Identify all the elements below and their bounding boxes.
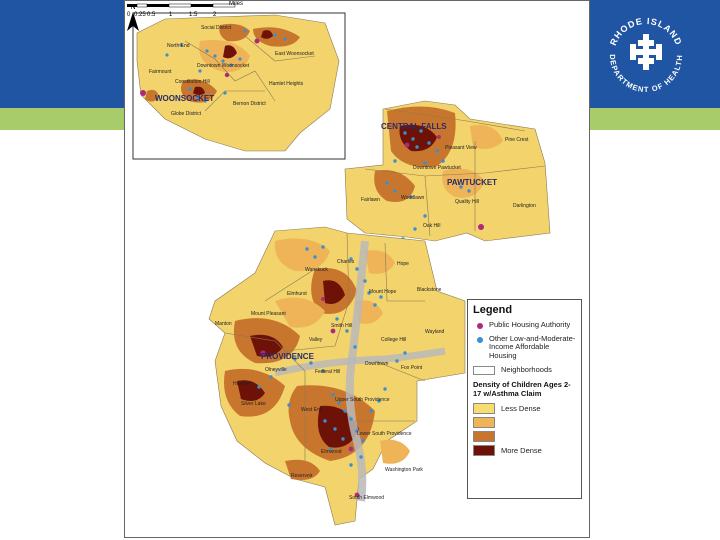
density-level-3: [473, 430, 576, 442]
inset-label-hamlet-heights: Hamlet Heights: [269, 81, 304, 87]
label-darlington: Darlington: [513, 203, 536, 209]
north-arrow-icon: N: [127, 4, 139, 31]
label-washington-park: Washington Park: [385, 467, 423, 473]
scale-tick: 0.5: [147, 12, 156, 18]
inset-city-woonsocket: WOONSOCKET: [155, 94, 214, 103]
label-manton: Manton: [215, 321, 232, 327]
label-valley: Valley: [309, 337, 323, 343]
legend-item-label: Public Housing Authority: [489, 320, 571, 329]
scale-bar: 0 0.25 0.5 1 1.5 2 Miles: [127, 1, 243, 18]
label-mount-hope: Mount Hope: [369, 289, 396, 295]
neighborhood-outline-swatch: [473, 365, 495, 375]
asthma-density-map: North End Social District East Woonsocke…: [124, 0, 590, 538]
label-pine-crest: Pine Crest: [505, 137, 529, 143]
density-level-1: Less Dense: [473, 402, 576, 414]
inset-label-downtown-woonsocket: Downtown Woonsocket: [197, 63, 250, 69]
density-level-2: [473, 416, 576, 428]
density-swatch: [473, 402, 495, 414]
label-lower-south-providence: Lower South Providence: [357, 431, 412, 437]
label-oak-hill: Oak Hill: [423, 223, 441, 229]
scale-tick: 2: [213, 12, 217, 18]
inset-label-globe: Globe District: [171, 111, 202, 117]
label-college-hill: College Hill: [381, 337, 406, 343]
inset-label-fairmount: Fairmount: [149, 69, 172, 75]
legend-item-public-housing: Public Housing Authority: [473, 320, 576, 330]
north-label: N: [130, 4, 135, 11]
city-central-falls: CENTRAL FALLS: [381, 122, 447, 131]
inset-label-bernon: Bernon District: [233, 101, 266, 107]
map-canvas: North End Social District East Woonsocke…: [132, 12, 551, 526]
label-silver-lake: Silver Lake: [241, 401, 266, 407]
label-elmwood: Elmwood: [321, 449, 342, 455]
map-legend: Legend Public Housing Authority Other Lo…: [467, 299, 582, 499]
city-providence: PROVIDENCE: [261, 352, 315, 361]
scale-tick: 1: [169, 12, 173, 18]
density-swatch: [473, 416, 495, 428]
ri-department-of-health-seal-icon: RHODE ISLAND DEPARTMENT OF HEALTH: [608, 16, 683, 94]
label-fairlawn: Fairlawn: [361, 197, 380, 203]
density-label: More Dense: [501, 445, 542, 455]
affordable-housing-dot-icon: [477, 336, 483, 343]
label-south-elmwood: South Elmwood: [349, 495, 384, 501]
legend-item-affordable-housing: Other Low-and-Moderate-Income Affordable…: [473, 333, 576, 361]
label-wayland: Wayland: [425, 329, 444, 335]
label-blackstone: Blackstone: [417, 287, 442, 293]
label-olneyville: Olneyville: [265, 367, 287, 373]
inset-label-constitution-hill: Constitution Hill: [175, 79, 210, 85]
label-federal-hill: Federal Hill: [315, 369, 340, 375]
label-hartford: Hartford: [233, 381, 251, 387]
density-level-4: More Dense: [473, 444, 576, 456]
scale-tick: 1.5: [189, 12, 198, 18]
legend-item-label: Other Low-and-Moderate-Income Affordable…: [489, 333, 576, 360]
label-west-end: West End: [301, 407, 323, 413]
label-elmhurst: Elmhurst: [287, 291, 307, 297]
woonsocket-inset: North End Social District East Woonsocke…: [132, 12, 346, 160]
label-woodlawn: Woodlawn: [401, 195, 424, 201]
label-reservoir: Reservoir: [291, 473, 313, 479]
label-pleasant-view: Pleasant View: [445, 145, 477, 151]
providence-region: Charles Hope Wanskuck Elmhurst Mount Hop…: [208, 226, 466, 526]
scale-tick: 0.25: [134, 12, 146, 18]
density-swatch: [473, 444, 495, 456]
label-wanskuck: Wanskuck: [305, 267, 328, 273]
density-label: Less Dense: [501, 403, 541, 413]
city-pawtucket: PAWTUCKET: [447, 178, 497, 187]
label-smith-hill: Smith Hill: [331, 323, 352, 329]
label-upper-south-providence: Upper South Providence: [335, 397, 390, 403]
scale-tick: 0: [127, 12, 131, 18]
inset-label-north-end: North End: [167, 43, 190, 49]
label-fox-point: Fox Point: [401, 365, 423, 371]
label-mount-pleasant: Mount Pleasant: [251, 311, 286, 317]
label-downtown-pawtucket: Downtown Pawtucket: [413, 165, 461, 171]
legend-item-label: Neighborhoods: [501, 364, 552, 374]
label-hope: Hope: [397, 261, 409, 267]
scale-unit: Miles: [229, 1, 243, 7]
label-quality-hill: Quality Hill: [455, 199, 479, 205]
legend-item-neighborhoods: Neighborhoods: [473, 364, 576, 375]
label-downtown: Downtown: [365, 361, 389, 367]
label-charles: Charles: [337, 259, 355, 265]
density-swatch: [473, 430, 495, 442]
legend-density-title: Density of Children Ages 2-17 w/Asthma C…: [473, 379, 571, 398]
inset-label-east-woonsocket: East Woonsocket: [275, 51, 314, 57]
public-housing-dot-icon: [477, 323, 483, 329]
pawtucket-region: CENTRAL FALLS PAWTUCKET Fairlawn Pleasan…: [344, 100, 551, 242]
inset-label-social: Social District: [201, 25, 232, 31]
legend-title: Legend: [473, 304, 513, 316]
